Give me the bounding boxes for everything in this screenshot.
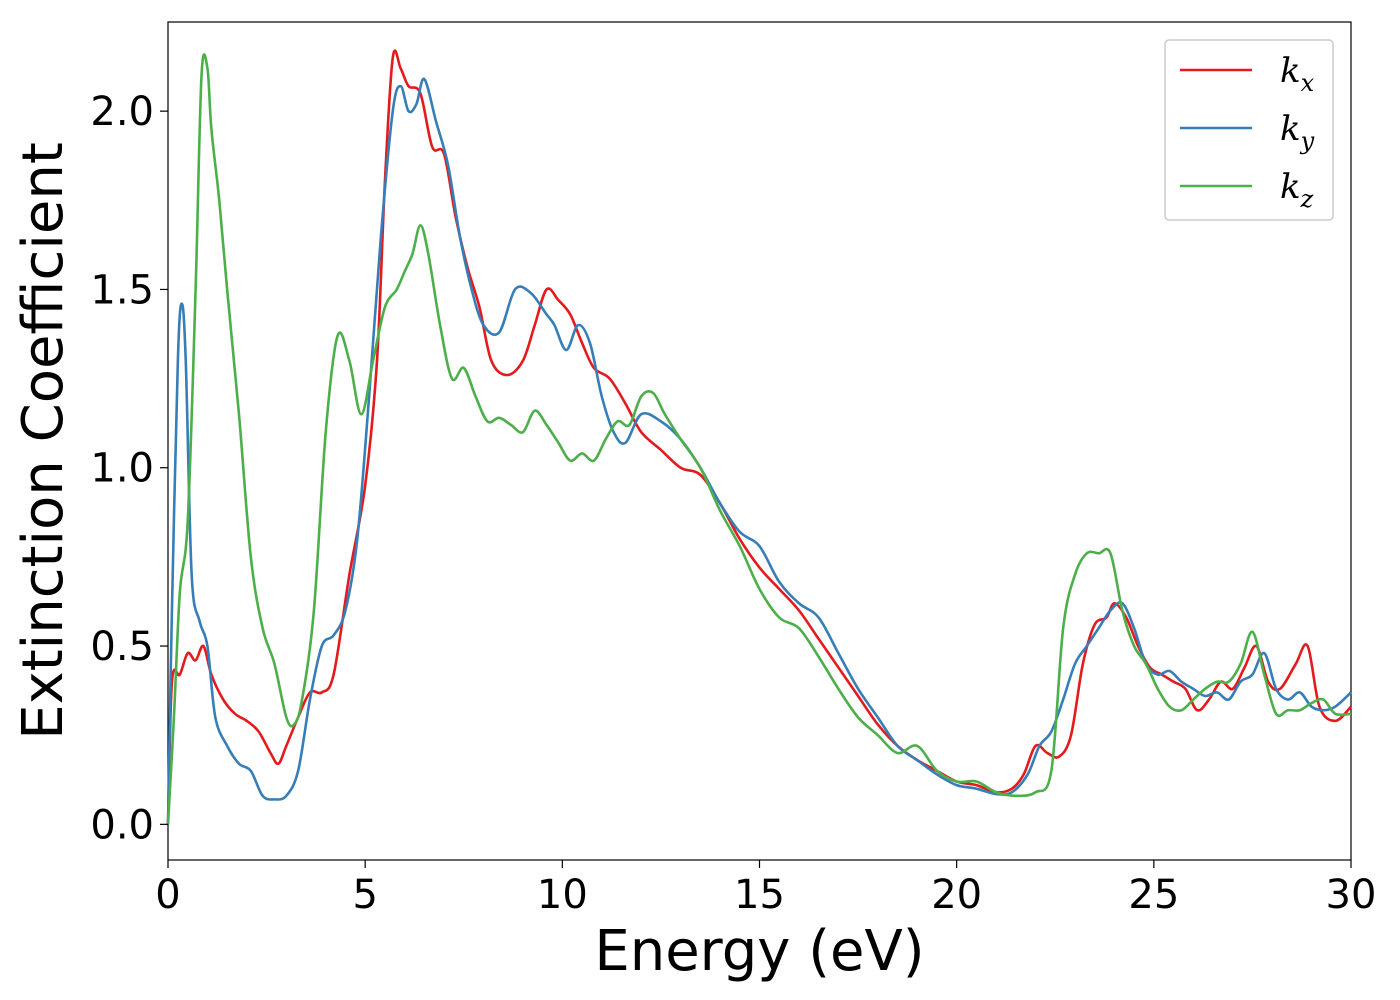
legend-label-ky: ky [1280, 109, 1315, 155]
x-tick-label: 25 [1128, 872, 1179, 918]
series-layer [166, 49, 1352, 825]
x-tick-label: 20 [931, 872, 982, 918]
x-tick-label: 0 [155, 872, 180, 918]
series-line-ky [166, 77, 1352, 825]
y-tick-label: 1.0 [90, 446, 154, 492]
y-tick-label: 1.5 [90, 267, 154, 313]
x-axis-ticks: 0 5 10 15 20 25 30 [155, 860, 1376, 918]
y-axis-title: Extinction Coefficient [11, 142, 76, 740]
y-tick-label: 0.0 [90, 802, 154, 848]
series-line-kz [166, 53, 1352, 825]
x-tick-label: 5 [352, 872, 377, 918]
legend-label-kx: kx [1280, 51, 1315, 97]
y-tick-label: 2.0 [90, 89, 154, 135]
y-axis-ticks: 0.0 0.5 1.0 1.5 2.0 [90, 89, 168, 848]
y-tick-label: 0.5 [90, 624, 154, 670]
x-tick-label: 30 [1326, 872, 1377, 918]
x-tick-label: 15 [734, 872, 785, 918]
x-tick-label: 10 [537, 872, 588, 918]
x-axis-title: Energy (eV) [594, 919, 924, 984]
legend-box [1164, 39, 1334, 221]
